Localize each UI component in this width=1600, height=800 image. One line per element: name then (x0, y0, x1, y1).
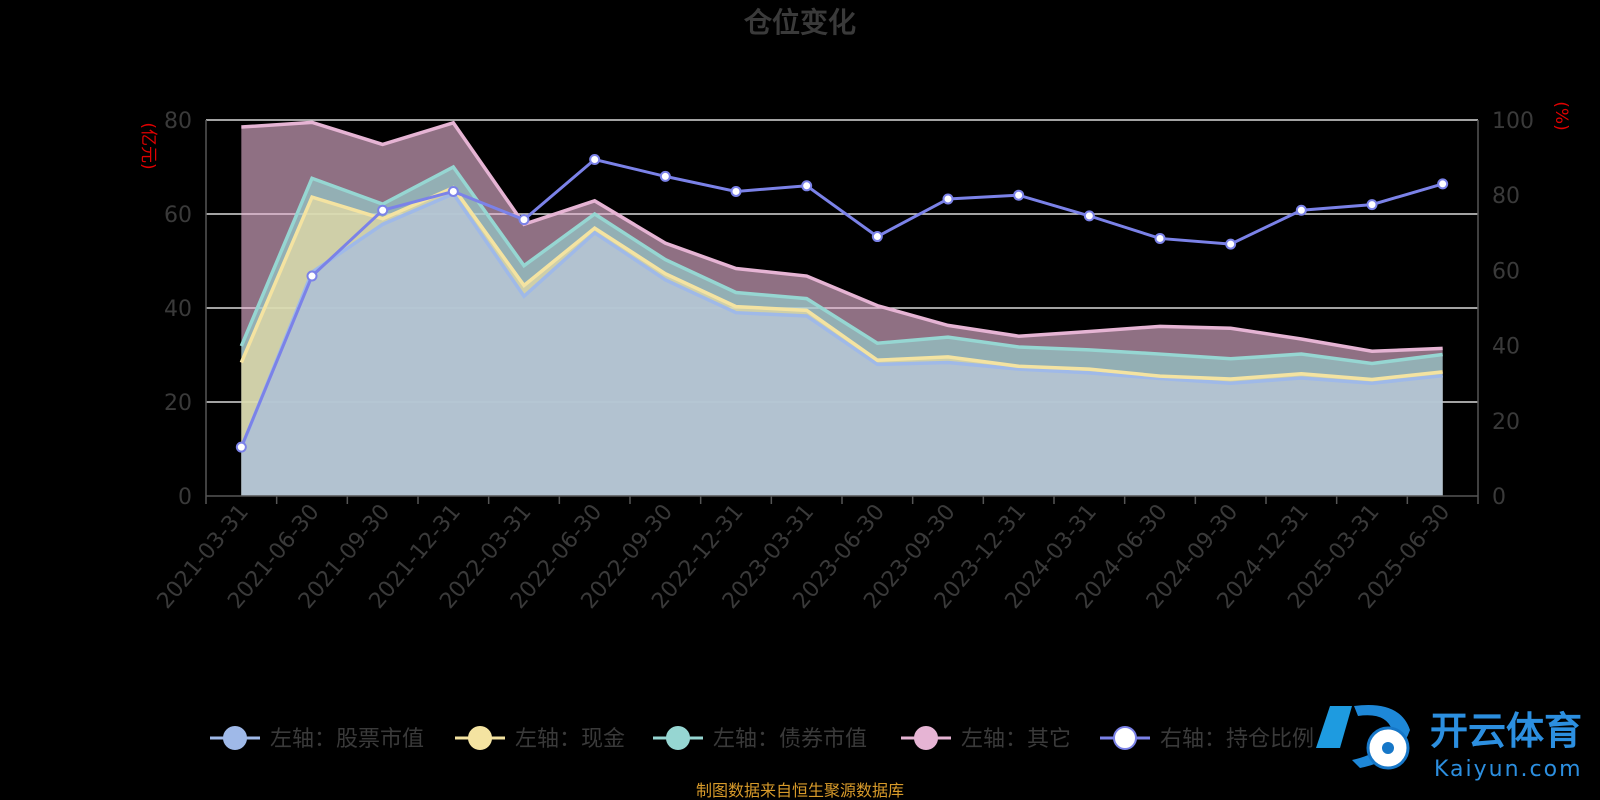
right-tick-label: 100 (1492, 109, 1534, 134)
legend-label: 左轴：股票市值 (270, 727, 424, 752)
watermark-text-en: Kaiyun.com (1434, 757, 1583, 782)
legend-marker (468, 726, 492, 750)
ratio-point (518, 214, 530, 226)
legend-label: 左轴：其它 (961, 727, 1071, 752)
left-tick-label: 0 (178, 485, 192, 510)
watermark-logo: 开云体育 Kaiyun.com (1316, 705, 1583, 782)
left-tick-label: 80 (164, 109, 192, 134)
right-tick-label: 80 (1492, 184, 1520, 209)
ratio-point (1437, 178, 1449, 190)
left-tick-label: 40 (164, 297, 192, 322)
ratio-point (1366, 199, 1378, 211)
ratio-point (1083, 210, 1095, 222)
ratio-point (1295, 204, 1307, 216)
stacked-areas (239, 120, 1443, 497)
ratio-point (1154, 232, 1166, 244)
right-axis-unit: (%) (1551, 101, 1571, 130)
ratio-point (801, 180, 813, 192)
legend-item: 右轴：持仓比例 (1100, 726, 1314, 752)
ratio-point (871, 231, 883, 243)
legend-label: 右轴：持仓比例 (1160, 727, 1314, 752)
ratio-point (447, 185, 459, 197)
ratio-line-path (239, 157, 1444, 448)
ratio-point (730, 185, 742, 197)
right-tick-label: 40 (1492, 335, 1520, 360)
left-tick-label: 20 (164, 391, 192, 416)
right-tick-label: 0 (1492, 485, 1506, 510)
left-axis-unit: (亿元) (138, 122, 158, 169)
area-line-左轴：现金 (239, 185, 1443, 382)
ratio-point (235, 441, 247, 453)
legend-label: 左轴：债券市值 (713, 727, 867, 752)
legend-marker (1113, 726, 1137, 750)
ratio-point (659, 170, 671, 182)
legend-label: 左轴：现金 (515, 727, 625, 752)
legend-marker (914, 726, 938, 750)
ratio-point (306, 270, 318, 282)
ratio-point (942, 193, 954, 205)
legend-item: 左轴：股票市值 (210, 726, 424, 752)
source-note: 制图数据来自恒生聚源数据库 (696, 781, 904, 800)
ratio-point (1225, 238, 1237, 250)
ratio-point (377, 204, 389, 216)
right-tick-label: 20 (1492, 410, 1520, 435)
kaiyun-logo-icon (1316, 705, 1410, 770)
right-tick-label: 60 (1492, 259, 1520, 284)
legend-marker (223, 726, 247, 750)
watermark-text-cn: 开云体育 (1430, 709, 1582, 753)
ratio-point (589, 153, 601, 165)
left-tick-label: 60 (164, 203, 192, 228)
legend: 左轴：股票市值 左轴：现金 左轴：债券市值 左轴：其它 右轴：持仓比例 (210, 726, 1314, 752)
legend-item: 左轴：现金 (455, 726, 625, 752)
area-line-左轴：其它 (241, 120, 1443, 353)
ratio-point (1013, 189, 1025, 201)
legend-marker (666, 726, 690, 750)
area-line-左轴：股票市值 (239, 191, 1443, 449)
chart-title: 仓位变化 (744, 6, 856, 39)
area-左轴：股票市值 (241, 193, 1443, 497)
holding-ratio-line (235, 153, 1449, 453)
legend-item: 左轴：债券市值 (653, 726, 867, 752)
area-line-左轴：债券市值 (239, 164, 1443, 366)
legend-item: 左轴：其它 (901, 726, 1071, 752)
